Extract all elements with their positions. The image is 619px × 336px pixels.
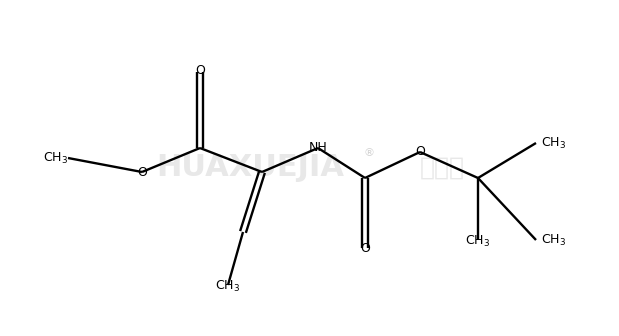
- Text: ®: ®: [363, 148, 374, 158]
- Text: HUAXUEJIA: HUAXUEJIA: [157, 154, 345, 182]
- Text: 化学加: 化学加: [420, 156, 465, 180]
- Text: O: O: [195, 64, 205, 77]
- Text: CH$_3$: CH$_3$: [465, 234, 491, 249]
- Text: CH$_3$: CH$_3$: [541, 135, 566, 151]
- Text: O: O: [137, 166, 147, 178]
- Text: CH$_3$: CH$_3$: [43, 151, 68, 166]
- Text: O: O: [360, 242, 370, 255]
- Text: O: O: [415, 145, 425, 158]
- Text: CH$_3$: CH$_3$: [215, 279, 241, 294]
- Text: CH$_3$: CH$_3$: [541, 233, 566, 248]
- Text: NH: NH: [309, 141, 327, 154]
